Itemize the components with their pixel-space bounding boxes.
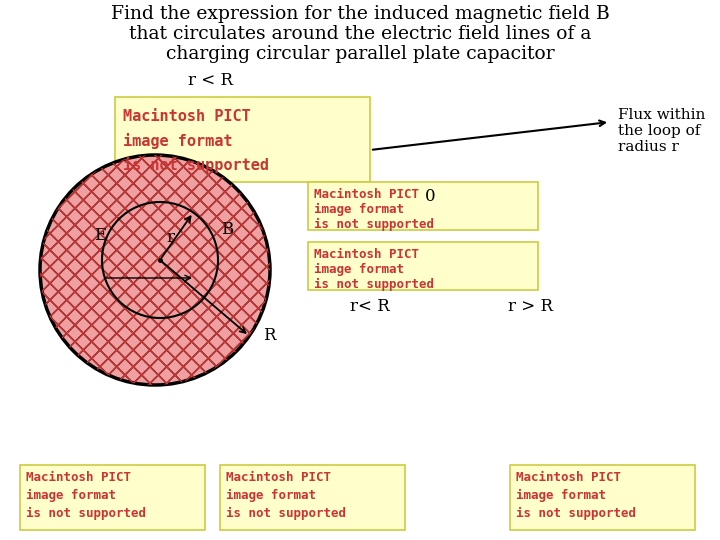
Text: Macintosh PICT: Macintosh PICT: [123, 109, 251, 124]
Text: r > R: r > R: [508, 298, 552, 315]
Text: image format: image format: [314, 263, 404, 276]
Text: the loop of: the loop of: [618, 124, 701, 138]
Bar: [510, 465, 695, 530]
Text: image format: image format: [26, 489, 116, 502]
Text: is not supported: is not supported: [26, 507, 146, 520]
Text: r: r: [166, 230, 174, 246]
Text: r < R: r < R: [187, 72, 233, 89]
Text: that circulates around the electric field lines of a: that circulates around the electric fiel…: [129, 25, 591, 43]
Text: Flux within: Flux within: [618, 108, 706, 122]
Circle shape: [40, 155, 270, 385]
Text: Macintosh PICT: Macintosh PICT: [226, 471, 331, 484]
Bar: [20, 465, 205, 530]
Text: charging circular parallel plate capacitor: charging circular parallel plate capacit…: [166, 45, 554, 63]
Text: E: E: [94, 226, 106, 244]
Bar: [308, 242, 538, 290]
Text: B: B: [221, 221, 233, 239]
Text: 0: 0: [425, 188, 436, 205]
Text: Find the expression for the induced magnetic field B: Find the expression for the induced magn…: [111, 5, 609, 23]
Text: r< R: r< R: [350, 298, 390, 315]
Text: radius r: radius r: [618, 140, 679, 154]
Bar: [308, 182, 538, 230]
Text: image format: image format: [123, 133, 233, 149]
Text: image format: image format: [226, 489, 316, 502]
Text: Macintosh PICT: Macintosh PICT: [314, 248, 419, 261]
Text: is not supported: is not supported: [226, 507, 346, 520]
Bar: [220, 465, 405, 530]
Bar: [115, 97, 370, 182]
Text: image format: image format: [314, 203, 404, 216]
Text: image format: image format: [516, 489, 606, 502]
Text: R: R: [264, 327, 276, 345]
Text: is not supported: is not supported: [314, 278, 434, 291]
Text: is not supported: is not supported: [314, 218, 434, 231]
Text: is not supported: is not supported: [516, 507, 636, 520]
Text: Macintosh PICT: Macintosh PICT: [26, 471, 131, 484]
Text: Macintosh PICT: Macintosh PICT: [516, 471, 621, 484]
Text: Macintosh PICT: Macintosh PICT: [314, 188, 419, 201]
Text: is not supported: is not supported: [123, 157, 269, 173]
